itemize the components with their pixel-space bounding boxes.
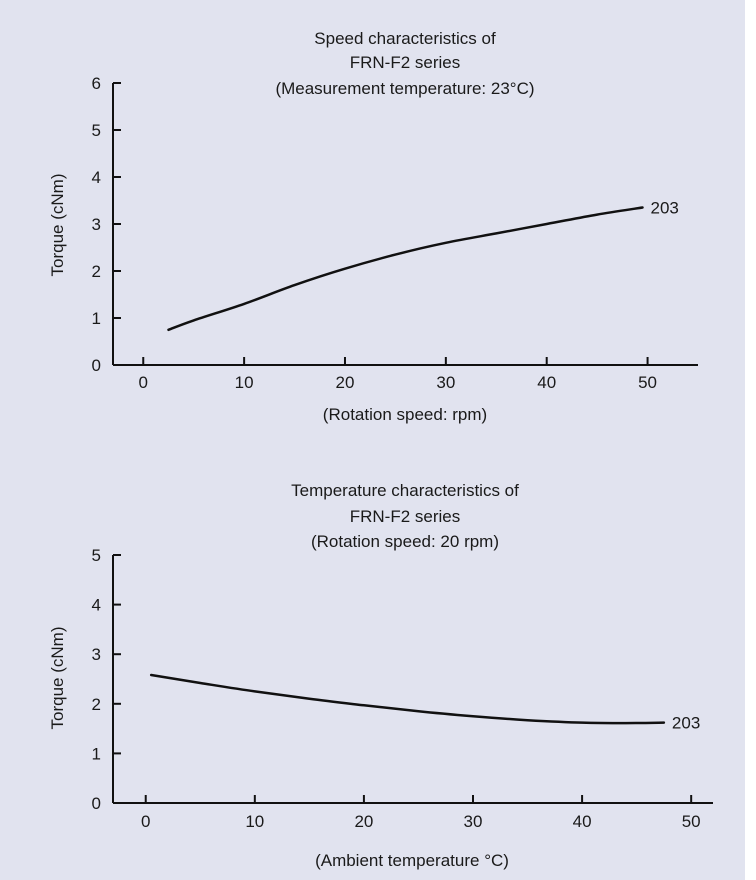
series-label: 203 bbox=[672, 714, 700, 733]
x-tick-label: 50 bbox=[638, 373, 657, 392]
chart-title-line-2: FRN-F2 series bbox=[350, 507, 461, 526]
chart-title-line-3: (Rotation speed: 20 rpm) bbox=[311, 532, 499, 551]
y-tick-label: 4 bbox=[92, 168, 101, 187]
chart-title-line-1: Temperature characteristics of bbox=[291, 481, 519, 500]
temperature-characteristics-chart: Temperature characteristics of FRN-F2 se… bbox=[48, 481, 713, 870]
x-tick-label: 40 bbox=[573, 812, 592, 831]
y-tick-label: 6 bbox=[92, 74, 101, 93]
y-axis-label: Torque (cNm) bbox=[48, 627, 67, 730]
series-label: 203 bbox=[651, 199, 679, 218]
y-axis-label: Torque (cNm) bbox=[48, 174, 67, 277]
speed-characteristics-chart: Speed characteristics of FRN-F2 series (… bbox=[48, 29, 698, 424]
y-tick-label: 0 bbox=[92, 356, 101, 375]
y-tick-label: 0 bbox=[92, 794, 101, 813]
x-tick-label: 20 bbox=[354, 812, 373, 831]
y-tick-label: 2 bbox=[92, 695, 101, 714]
x-tick-label: 30 bbox=[464, 812, 483, 831]
series-line-203 bbox=[149, 673, 666, 725]
y-tick-label: 5 bbox=[92, 121, 101, 140]
series-line-203 bbox=[167, 206, 644, 332]
x-tick-label: 30 bbox=[436, 373, 455, 392]
x-axis-label: (Ambient temperature °C) bbox=[315, 851, 509, 870]
x-tick-label: 10 bbox=[245, 812, 264, 831]
x-tick-label: 0 bbox=[141, 812, 150, 831]
chart-title-line-1: Speed characteristics of bbox=[314, 29, 496, 48]
x-tick-label: 0 bbox=[139, 373, 148, 392]
y-tick-label: 5 bbox=[92, 546, 101, 565]
y-tick-label: 3 bbox=[92, 645, 101, 664]
y-tick-label: 3 bbox=[92, 215, 101, 234]
x-tick-label: 50 bbox=[682, 812, 701, 831]
x-axis-label: (Rotation speed: rpm) bbox=[323, 405, 487, 424]
y-tick-label: 4 bbox=[92, 596, 101, 615]
x-tick-label: 40 bbox=[537, 373, 556, 392]
y-tick-label: 2 bbox=[92, 262, 101, 281]
y-tick-label: 1 bbox=[92, 744, 101, 763]
y-tick-label: 1 bbox=[92, 309, 101, 328]
chart-title-line-3: (Measurement temperature: 23°C) bbox=[275, 79, 534, 98]
x-tick-label: 10 bbox=[235, 373, 254, 392]
chart-title-line-2: FRN-F2 series bbox=[350, 53, 461, 72]
x-tick-label: 20 bbox=[336, 373, 355, 392]
